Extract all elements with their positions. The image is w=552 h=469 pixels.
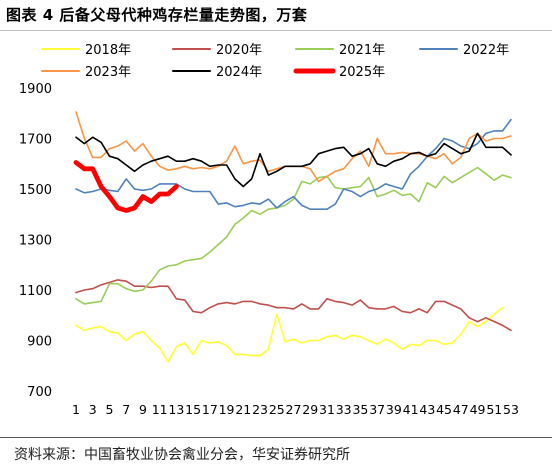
y-tick-label: 1700 (19, 133, 52, 148)
x-tick-label: 49 (470, 402, 486, 417)
x-tick-label: 47 (453, 402, 469, 417)
x-tick-label: 11 (152, 402, 168, 417)
series-line-2021 (75, 166, 512, 305)
x-tick-label: 25 (269, 402, 285, 417)
series-line-2018 (75, 306, 504, 363)
series-line-2020 (75, 279, 512, 332)
x-tick-label: 19 (219, 402, 235, 417)
x-tick-label: 7 (122, 402, 130, 417)
x-tick-label: 51 (486, 402, 502, 417)
x-tick-label: 3 (89, 402, 97, 417)
x-tick-label: 29 (302, 402, 318, 417)
page-title: 图表 4 后备父母代种鸡存栏量走势图，万套 (6, 6, 308, 24)
x-tick-label: 5 (105, 402, 113, 417)
legend-label: 2024年 (216, 65, 262, 80)
chart-plot-area (73, 111, 512, 363)
series-line-2025 (73, 160, 179, 213)
legend-label: 2025年 (339, 65, 385, 80)
x-tick-label: 9 (139, 402, 147, 417)
x-tick-label: 39 (386, 402, 402, 417)
x-tick-label: 33 (336, 402, 352, 417)
x-tick-label: 35 (352, 402, 368, 417)
x-tick-label: 21 (235, 402, 251, 417)
title-divider (0, 30, 552, 31)
source-note: 资料来源：中国畜牧业协会禽业分会，华安证券研究所 (14, 447, 350, 463)
x-tick-label: 1 (72, 402, 80, 417)
x-tick-label: 37 (369, 402, 385, 417)
x-tick-label: 43 (419, 402, 435, 417)
series-line-2024 (75, 132, 512, 188)
x-tick-label: 27 (286, 402, 302, 417)
x-tick-label: 13 (168, 402, 184, 417)
y-tick-label: 1500 (19, 183, 52, 198)
legend-label: 2021年 (339, 43, 385, 58)
series-line-2023 (75, 111, 512, 183)
y-tick-label: 1100 (19, 284, 52, 299)
legend-label: 2023年 (85, 65, 131, 80)
y-tick-label: 700 (27, 385, 52, 400)
source-divider (0, 437, 552, 438)
legend-label: 2018年 (85, 43, 131, 58)
series-line-2022 (75, 118, 512, 210)
x-tick-label: 53 (503, 402, 519, 417)
y-tick-label: 1900 (19, 82, 52, 97)
y-tick-label: 900 (27, 335, 52, 350)
x-tick-label: 15 (185, 402, 201, 417)
y-tick-label: 1300 (19, 234, 52, 249)
chart-legend: 2018年 2020年 2021年 2022年 2023年 2024年 2025年 (41, 43, 509, 80)
legend-label: 2020年 (216, 43, 262, 58)
x-tick-label: 31 (319, 402, 335, 417)
legend-label: 2022年 (463, 43, 509, 58)
x-tick-label: 17 (202, 402, 218, 417)
x-tick-label: 23 (252, 402, 268, 417)
x-tick-label: 41 (403, 402, 419, 417)
x-tick-label: 45 (436, 402, 452, 417)
